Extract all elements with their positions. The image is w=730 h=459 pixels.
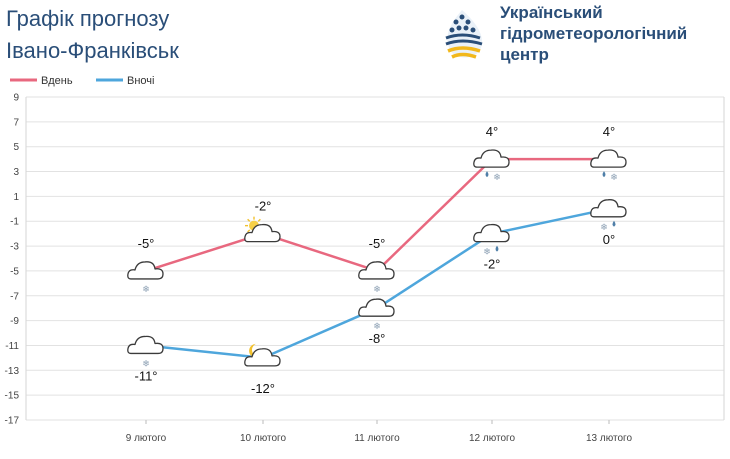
day-temp-label: -5°	[138, 236, 155, 251]
org-line-1: Український	[500, 3, 603, 22]
day-temp-label: 4°	[486, 124, 498, 139]
y-tick-label: -3	[10, 242, 19, 253]
cloud-snow-rain-icon: ❄	[590, 199, 627, 232]
y-tick-label: -15	[5, 391, 20, 402]
svg-text:❄: ❄	[142, 358, 150, 368]
night-temp-label: -2°	[484, 257, 501, 272]
cloud-snow-icon: ❄	[358, 261, 395, 294]
day-temp-label: -2°	[255, 199, 272, 214]
cloud-rain-snow-icon: ❄	[473, 149, 510, 182]
night-temp-label: -12°	[251, 381, 275, 396]
y-tick-label: -7	[10, 291, 19, 302]
svg-text:❄: ❄	[483, 247, 491, 257]
svg-text:❄: ❄	[610, 172, 618, 182]
y-tick-label: -17	[5, 416, 20, 427]
day-temp-label: -5°	[369, 236, 386, 251]
cloud-snow-rain-icon: ❄	[473, 223, 510, 257]
sun-cloud-icon	[244, 216, 281, 243]
y-tick-label: 5	[13, 142, 19, 153]
org-line-2: гідрометеорологічний	[500, 24, 688, 43]
page-title: Графік прогнозу	[6, 6, 170, 31]
y-tick-label: -5	[10, 266, 19, 277]
y-tick-label: -11	[5, 341, 19, 352]
series-line-day	[145, 157, 609, 273]
legend-label-1: Вночі	[127, 75, 154, 87]
cloud-snow-icon: ❄	[358, 298, 395, 331]
hydromet-logo-icon	[445, 10, 483, 59]
day-temp-label: 4°	[603, 124, 615, 139]
svg-text:❄: ❄	[493, 172, 501, 182]
svg-text:❄: ❄	[600, 222, 608, 232]
night-temp-label: -8°	[369, 331, 386, 346]
y-tick-label: -9	[10, 316, 19, 327]
y-tick-label: 3	[13, 167, 19, 178]
x-tick-label: 10 лютого	[240, 433, 286, 444]
y-tick-label: -1	[10, 217, 19, 228]
cloud-snow-icon: ❄	[127, 335, 164, 368]
y-tick-label: 1	[13, 192, 19, 203]
y-tick-label: -13	[5, 366, 20, 377]
moon-cloud-icon	[244, 343, 281, 367]
cloud-rain-snow-icon: ❄	[590, 149, 627, 182]
x-tick-label: 11 лютого	[354, 433, 400, 444]
y-tick-label: 9	[13, 93, 19, 104]
cloud-snow-icon: ❄	[127, 261, 164, 294]
org-line-3: центр	[500, 45, 549, 64]
y-tick-label: 7	[13, 117, 19, 128]
x-tick-label: 9 лютого	[126, 433, 167, 444]
legend-label-0: Вдень	[41, 75, 73, 87]
night-temp-label: 0°	[603, 232, 615, 247]
svg-text:❄: ❄	[373, 284, 381, 294]
svg-text:❄: ❄	[142, 284, 150, 294]
city-name: Івано-Франківськ	[6, 38, 179, 63]
svg-text:❄: ❄	[373, 321, 381, 331]
night-temp-label: -11°	[134, 368, 157, 383]
x-tick-label: 13 лютого	[586, 433, 632, 444]
organization-name: Український гідрометеорологічний центр	[500, 2, 687, 65]
x-tick-label: 12 лютого	[469, 433, 515, 444]
